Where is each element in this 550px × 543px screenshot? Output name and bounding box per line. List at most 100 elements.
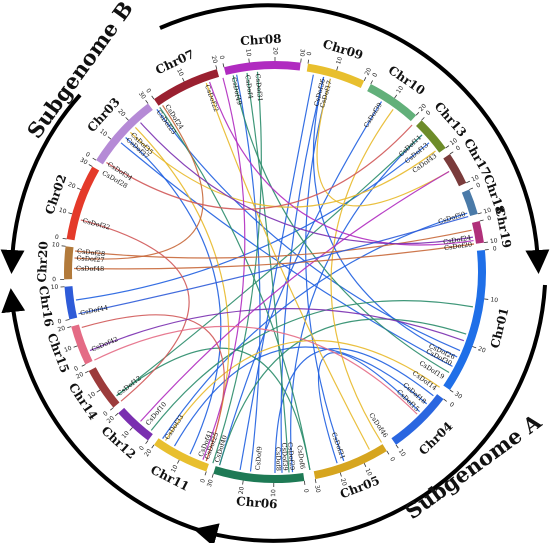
chromosome-label: Chr11 [148, 463, 191, 494]
chromosome-tick [386, 450, 390, 455]
chromosome-tick [472, 346, 477, 349]
chromosome-tick-label: 10 [397, 448, 407, 458]
synteny-link [150, 300, 474, 431]
chromosome-tick-label: 10 [58, 207, 67, 216]
chromosome-tick [484, 298, 489, 300]
chromosome-tick [73, 345, 78, 348]
chromosome-tick [215, 65, 218, 70]
gene-label: CsDof29 [286, 442, 296, 471]
gene-label: CsDof33 [163, 413, 185, 441]
chromosome-tick [92, 157, 97, 161]
synteny-link [219, 101, 383, 466]
chromosome-tick [449, 151, 454, 155]
chromosome-tick [479, 219, 484, 222]
chromosome-tick-label: 0 [448, 401, 455, 409]
subgenome-a-arrow [193, 284, 547, 543]
chromosome-label: Chr08 [240, 32, 282, 48]
synteny-link [74, 105, 204, 260]
chromosome-tick-label: 10 [364, 467, 374, 477]
subgenome-a-arrow-left [1, 288, 206, 534]
chromosome-tick-label: 20 [210, 55, 219, 64]
synteny-link [116, 347, 311, 471]
synteny-link [205, 82, 370, 450]
chromosome-tick [443, 398, 447, 402]
synteny-link [140, 170, 450, 422]
synteny-link [274, 348, 434, 474]
chromosome-tick-label: 30 [453, 391, 463, 401]
chromosome-tick-label: 30 [298, 48, 306, 57]
chromosome-tick [466, 180, 471, 184]
chromosome-arc-chr06 [213, 466, 305, 483]
chromosome-tick-label: 0 [84, 151, 91, 159]
chromosome-tick-label: 0 [493, 245, 498, 252]
synteny-link [202, 77, 246, 460]
chromosome-tick-label: 10 [98, 128, 108, 138]
chromosome-tick [307, 59, 310, 64]
chromosome-tick-label: 10 [175, 68, 185, 78]
chromosome-tick [314, 479, 317, 484]
gene-label: CsDof22 [203, 84, 220, 113]
chromosome-tick-label: 0 [475, 182, 481, 190]
chromosome-tick-label: 0 [57, 318, 62, 326]
chromosome-tick [477, 212, 482, 215]
chromosome-tick [107, 136, 112, 140]
subgenome-b-arrow-right [159, 3, 550, 274]
synteny-link [89, 308, 465, 352]
chromosome-tick-label: 10 [483, 207, 492, 216]
chromosome-tick-label: 0 [218, 55, 226, 61]
synteny-link [316, 78, 450, 207]
gene-label: CsDof39 [280, 442, 289, 471]
chromosome-tick [303, 480, 306, 485]
gene-label: CsDof46 [367, 411, 389, 439]
chromosome-label: Chr10 [386, 63, 428, 98]
chromosome-tick-label: 0 [199, 478, 207, 484]
chromosome-tick-label: 20 [339, 477, 348, 487]
chromosome-tick-label: 0 [302, 488, 309, 493]
chromosome-tick-label: 30 [313, 485, 321, 494]
chromosome-tick-label: 0 [388, 456, 396, 463]
gene-label: CsDof20 [444, 240, 473, 252]
chromosome-arc-chr16 [64, 286, 78, 320]
chromosome-tick [242, 480, 244, 485]
chromosome-arc-chr08 [223, 61, 301, 76]
chromosome-tick-label: 10 [395, 85, 405, 95]
outer-arrows [0, 3, 550, 543]
chromosome-tick [67, 326, 72, 329]
chromosome-tick-label: 0 [52, 276, 56, 283]
chromosome-arc-chr14 [88, 367, 120, 408]
chromosome-tick [177, 459, 180, 464]
gene-label: CsDof32 [82, 217, 111, 232]
synteny-link [173, 346, 428, 447]
chromosome-arc-chr18 [461, 189, 478, 217]
chromosome-label: Chr12 [99, 424, 139, 462]
chromosome-tick-label: 20 [67, 181, 77, 190]
chromosome-tick [421, 117, 425, 121]
chromosome-tick-label: 10 [51, 241, 60, 249]
synteny-link [81, 314, 225, 462]
gene-label: CsDof6 [295, 445, 306, 470]
gene-label: CsDof4 [243, 74, 254, 99]
chromosome-label: Chr06 [236, 494, 278, 511]
chromosome-tick [339, 472, 342, 477]
chromosome-tick-label: 10 [63, 345, 73, 354]
chromosome-tick [370, 80, 373, 85]
chromosome-label: Chr17 [461, 136, 494, 179]
synteny-link [290, 134, 423, 473]
synteny-link [125, 137, 222, 455]
chromosome-tick-label: 30 [206, 478, 215, 488]
chromosome-arc-chr12 [118, 407, 153, 441]
synteny-link [219, 318, 467, 466]
chromosome-tick-label: 20 [75, 371, 85, 381]
gene-label: CsDof9 [254, 446, 264, 471]
chromosome-tick [211, 473, 214, 478]
chromosome-tick-label: 0 [371, 72, 379, 79]
chromosome-tick-label: 10 [490, 237, 499, 245]
chromosome-tick [129, 427, 133, 431]
chromosome-tick-label: 10 [50, 284, 58, 292]
chromosome-tick [445, 145, 450, 149]
chromosome-arc-chr15 [71, 324, 93, 365]
chromosome-tick-label: 20 [57, 325, 66, 334]
chromosome-tick [62, 237, 67, 240]
